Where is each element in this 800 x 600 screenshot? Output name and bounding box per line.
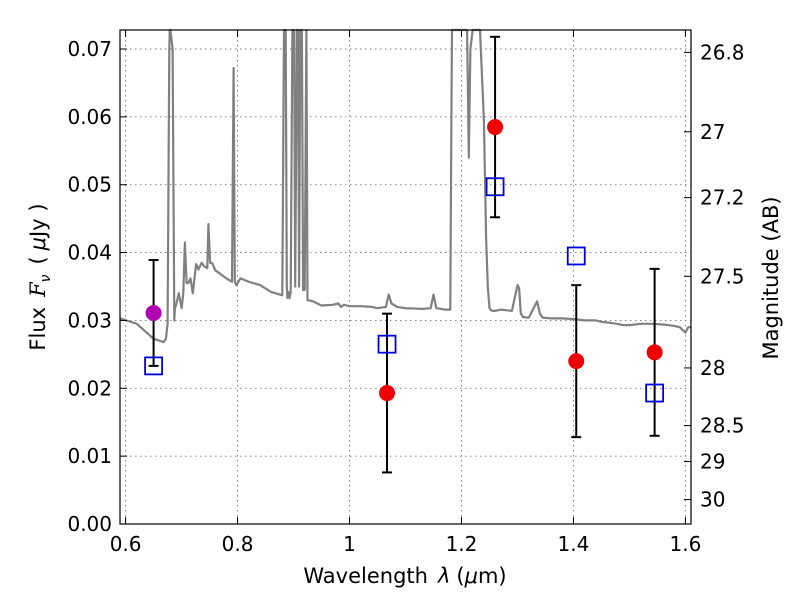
y2-tick-label: 28: [700, 356, 725, 380]
y-tick-label: 0.00: [67, 512, 112, 536]
x-axis-lambda-symbol: λ: [437, 564, 450, 588]
axis-ticks: 0.6 0.8 1 1.2 1.4 1.6 0.00 0.01 0.02 0.03 0.04 0.05…: [67, 30, 745, 556]
model-synthetic-flux-point: [645, 383, 665, 403]
y2-axis-label: Magnitude (AB): [759, 196, 783, 359]
x-tick-label: 0.6: [110, 532, 142, 556]
y-axis-flux-symbol: F: [26, 281, 50, 298]
y-tick-label: 0.01: [67, 444, 112, 468]
y2-tick-label: 28.5: [700, 414, 745, 438]
y-tick-label: 0.05: [67, 173, 112, 197]
spectrum-layer: [119, 28, 691, 344]
x-axis-label-prefix: Wavelength: [303, 564, 428, 588]
observed-flux-red-point: [487, 119, 504, 136]
x-tick-label: 0.8: [222, 532, 254, 556]
y2-tick-label: 26.8: [700, 40, 745, 64]
observed-flux-violet-point: [145, 304, 162, 321]
circles-layer: [145, 119, 663, 402]
y-tick-label: 0.04: [67, 241, 112, 265]
model-spectrum-line: [119, 28, 691, 344]
y-axis-flux-subscript: ν: [38, 274, 54, 282]
y2-tick-label: 30: [700, 488, 725, 512]
y-axis-label: Flux Fν ( μJy ): [26, 203, 54, 350]
squares-layer: [144, 177, 665, 403]
y-tick-label: 0.02: [67, 376, 112, 400]
y2-tick-label: 27: [700, 120, 725, 144]
y2-tick-label: 27.5: [700, 264, 745, 288]
y2-tick-label: 27.2: [700, 186, 745, 210]
y-axis-unit-rest: Jy ): [26, 203, 50, 239]
x-axis-unit-open: (: [456, 564, 464, 588]
observed-flux-red-point: [568, 353, 585, 370]
model-synthetic-flux-point: [485, 177, 505, 197]
grid-lines: [120, 30, 691, 525]
model-synthetic-flux-point: [144, 356, 163, 376]
model-synthetic-flux-point: [566, 246, 586, 266]
plot-frame: [119, 29, 692, 525]
y-tick-label: 0.06: [67, 105, 112, 129]
errorbars-layer: [148, 35, 660, 474]
y-axis-unit-open: (: [26, 256, 50, 264]
x-tick-label: 1.4: [558, 532, 590, 556]
x-axis-label: Wavelength λ (μm): [303, 564, 506, 588]
x-tick-label: 1.2: [446, 532, 478, 556]
y-tick-label: 0.03: [67, 308, 112, 332]
y-tick-label: 0.07: [67, 37, 112, 61]
x-axis-unit-rest: m): [478, 564, 507, 588]
x-axis-unit-mu: μ: [464, 564, 478, 588]
x-tick-label: 1: [343, 532, 356, 556]
observed-flux-red-point: [379, 385, 396, 402]
model-synthetic-flux-point: [377, 334, 397, 354]
observed-flux-red-point: [646, 344, 663, 361]
y2-tick-label: 29: [700, 450, 725, 474]
x-tick-label: 1.6: [669, 532, 701, 556]
y-axis-label-prefix: Flux: [26, 307, 50, 351]
y-axis-unit-mu: μ: [26, 237, 50, 251]
